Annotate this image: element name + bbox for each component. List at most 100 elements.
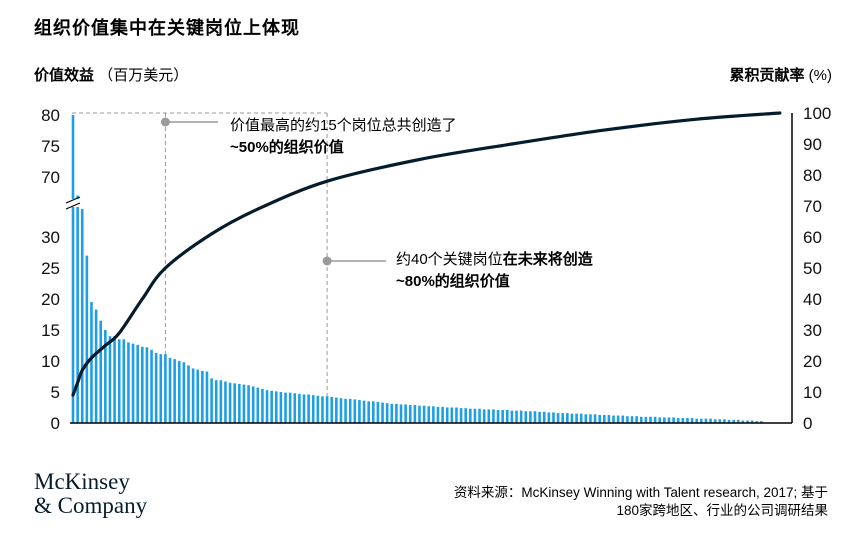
bar	[265, 390, 269, 423]
axis-break-gap	[66, 199, 86, 207]
bar	[325, 396, 329, 423]
right-tick-label: 90	[803, 135, 822, 154]
logo-line1: McKinsey	[34, 469, 130, 494]
left-tick-label: 75	[41, 137, 60, 156]
bar	[524, 411, 528, 423]
bar	[727, 419, 731, 423]
bar	[621, 415, 625, 423]
bar	[579, 413, 583, 423]
bar	[381, 402, 384, 423]
source-line2: 180家跨地区、行业的公司调研结果	[616, 503, 828, 518]
bar	[131, 343, 135, 423]
bar	[584, 414, 588, 423]
bar	[644, 416, 648, 423]
bar	[487, 409, 491, 423]
bar	[224, 381, 227, 423]
bar	[418, 405, 421, 423]
bar	[85, 255, 89, 423]
annotation-dot-1	[160, 117, 170, 127]
right-tick-label: 40	[803, 290, 822, 309]
bar	[515, 410, 518, 423]
bar	[247, 385, 250, 423]
bar	[667, 417, 671, 423]
axis-break-mark	[65, 202, 81, 210]
bar	[141, 346, 144, 423]
bar	[76, 195, 79, 423]
left-tick-label: 20	[41, 290, 60, 309]
bar	[404, 404, 407, 423]
bar	[279, 392, 283, 423]
bar	[718, 419, 722, 423]
bar	[529, 411, 532, 423]
annotation-top15: 价值最高的约15个岗位总共创造了 ~50%的组织价值	[230, 115, 457, 159]
bar	[201, 370, 204, 423]
source-line1: 资料来源：McKinsey Winning with Talent resear…	[453, 485, 828, 500]
bar	[145, 347, 149, 423]
bar	[700, 418, 703, 423]
bar	[127, 342, 130, 423]
bar	[658, 417, 662, 423]
bar	[205, 371, 209, 423]
bar	[639, 416, 643, 423]
bar	[117, 339, 121, 423]
right-axis-unit: (%)	[808, 67, 832, 84]
bar	[408, 405, 412, 423]
bar	[99, 320, 103, 423]
bar	[422, 405, 426, 423]
bar	[469, 408, 472, 423]
left-axis-title: 价值效益 （百万美元）	[34, 64, 188, 85]
mckinsey-logo: McKinsey & Company	[34, 470, 147, 518]
bar	[445, 407, 449, 423]
bar	[233, 383, 236, 423]
axis-break-mark	[65, 196, 81, 204]
cumulative-line	[71, 111, 782, 397]
bar	[302, 394, 306, 423]
bar	[566, 413, 569, 423]
bar	[713, 419, 717, 423]
bar	[589, 414, 592, 423]
bar	[362, 400, 366, 423]
bar	[672, 417, 675, 423]
bar	[159, 354, 163, 423]
bar	[603, 414, 606, 423]
bar	[709, 418, 712, 423]
bar	[695, 418, 698, 423]
bar	[311, 395, 315, 423]
bar	[607, 414, 611, 423]
bar	[482, 409, 486, 423]
bar	[760, 421, 763, 423]
left-tick-label: 15	[41, 321, 60, 340]
bar	[635, 416, 638, 423]
bar	[330, 396, 334, 423]
bar	[542, 411, 546, 423]
bar	[182, 362, 186, 423]
bar	[533, 411, 537, 423]
bar	[348, 398, 352, 423]
right-tick-label: 50	[803, 259, 822, 278]
bar	[556, 413, 560, 423]
bar	[94, 309, 98, 423]
annotation-top15-line1: 价值最高的约15个岗位总共创造了	[230, 117, 457, 134]
bar	[214, 380, 218, 423]
bar	[274, 391, 278, 423]
right-tick-label: 80	[803, 166, 822, 185]
bar	[732, 419, 735, 423]
bar	[219, 380, 223, 423]
bar	[464, 408, 467, 423]
bar	[676, 418, 680, 423]
bar	[427, 406, 431, 423]
bar	[690, 418, 694, 423]
annotation-top40-line1b: 在未来将创造	[502, 251, 593, 268]
bar	[164, 354, 167, 423]
bar	[455, 407, 458, 423]
right-axis-label: 累积贡献率	[729, 67, 805, 84]
bar	[432, 406, 435, 423]
bar	[284, 392, 287, 423]
right-tick-label: 100	[803, 104, 831, 123]
right-axis-title: 累积贡献率 (%)	[729, 64, 832, 85]
bar	[307, 394, 310, 423]
bar	[71, 115, 75, 423]
right-tick-label: 70	[803, 197, 822, 216]
left-tick-label: 5	[51, 383, 60, 402]
bar	[519, 410, 523, 423]
